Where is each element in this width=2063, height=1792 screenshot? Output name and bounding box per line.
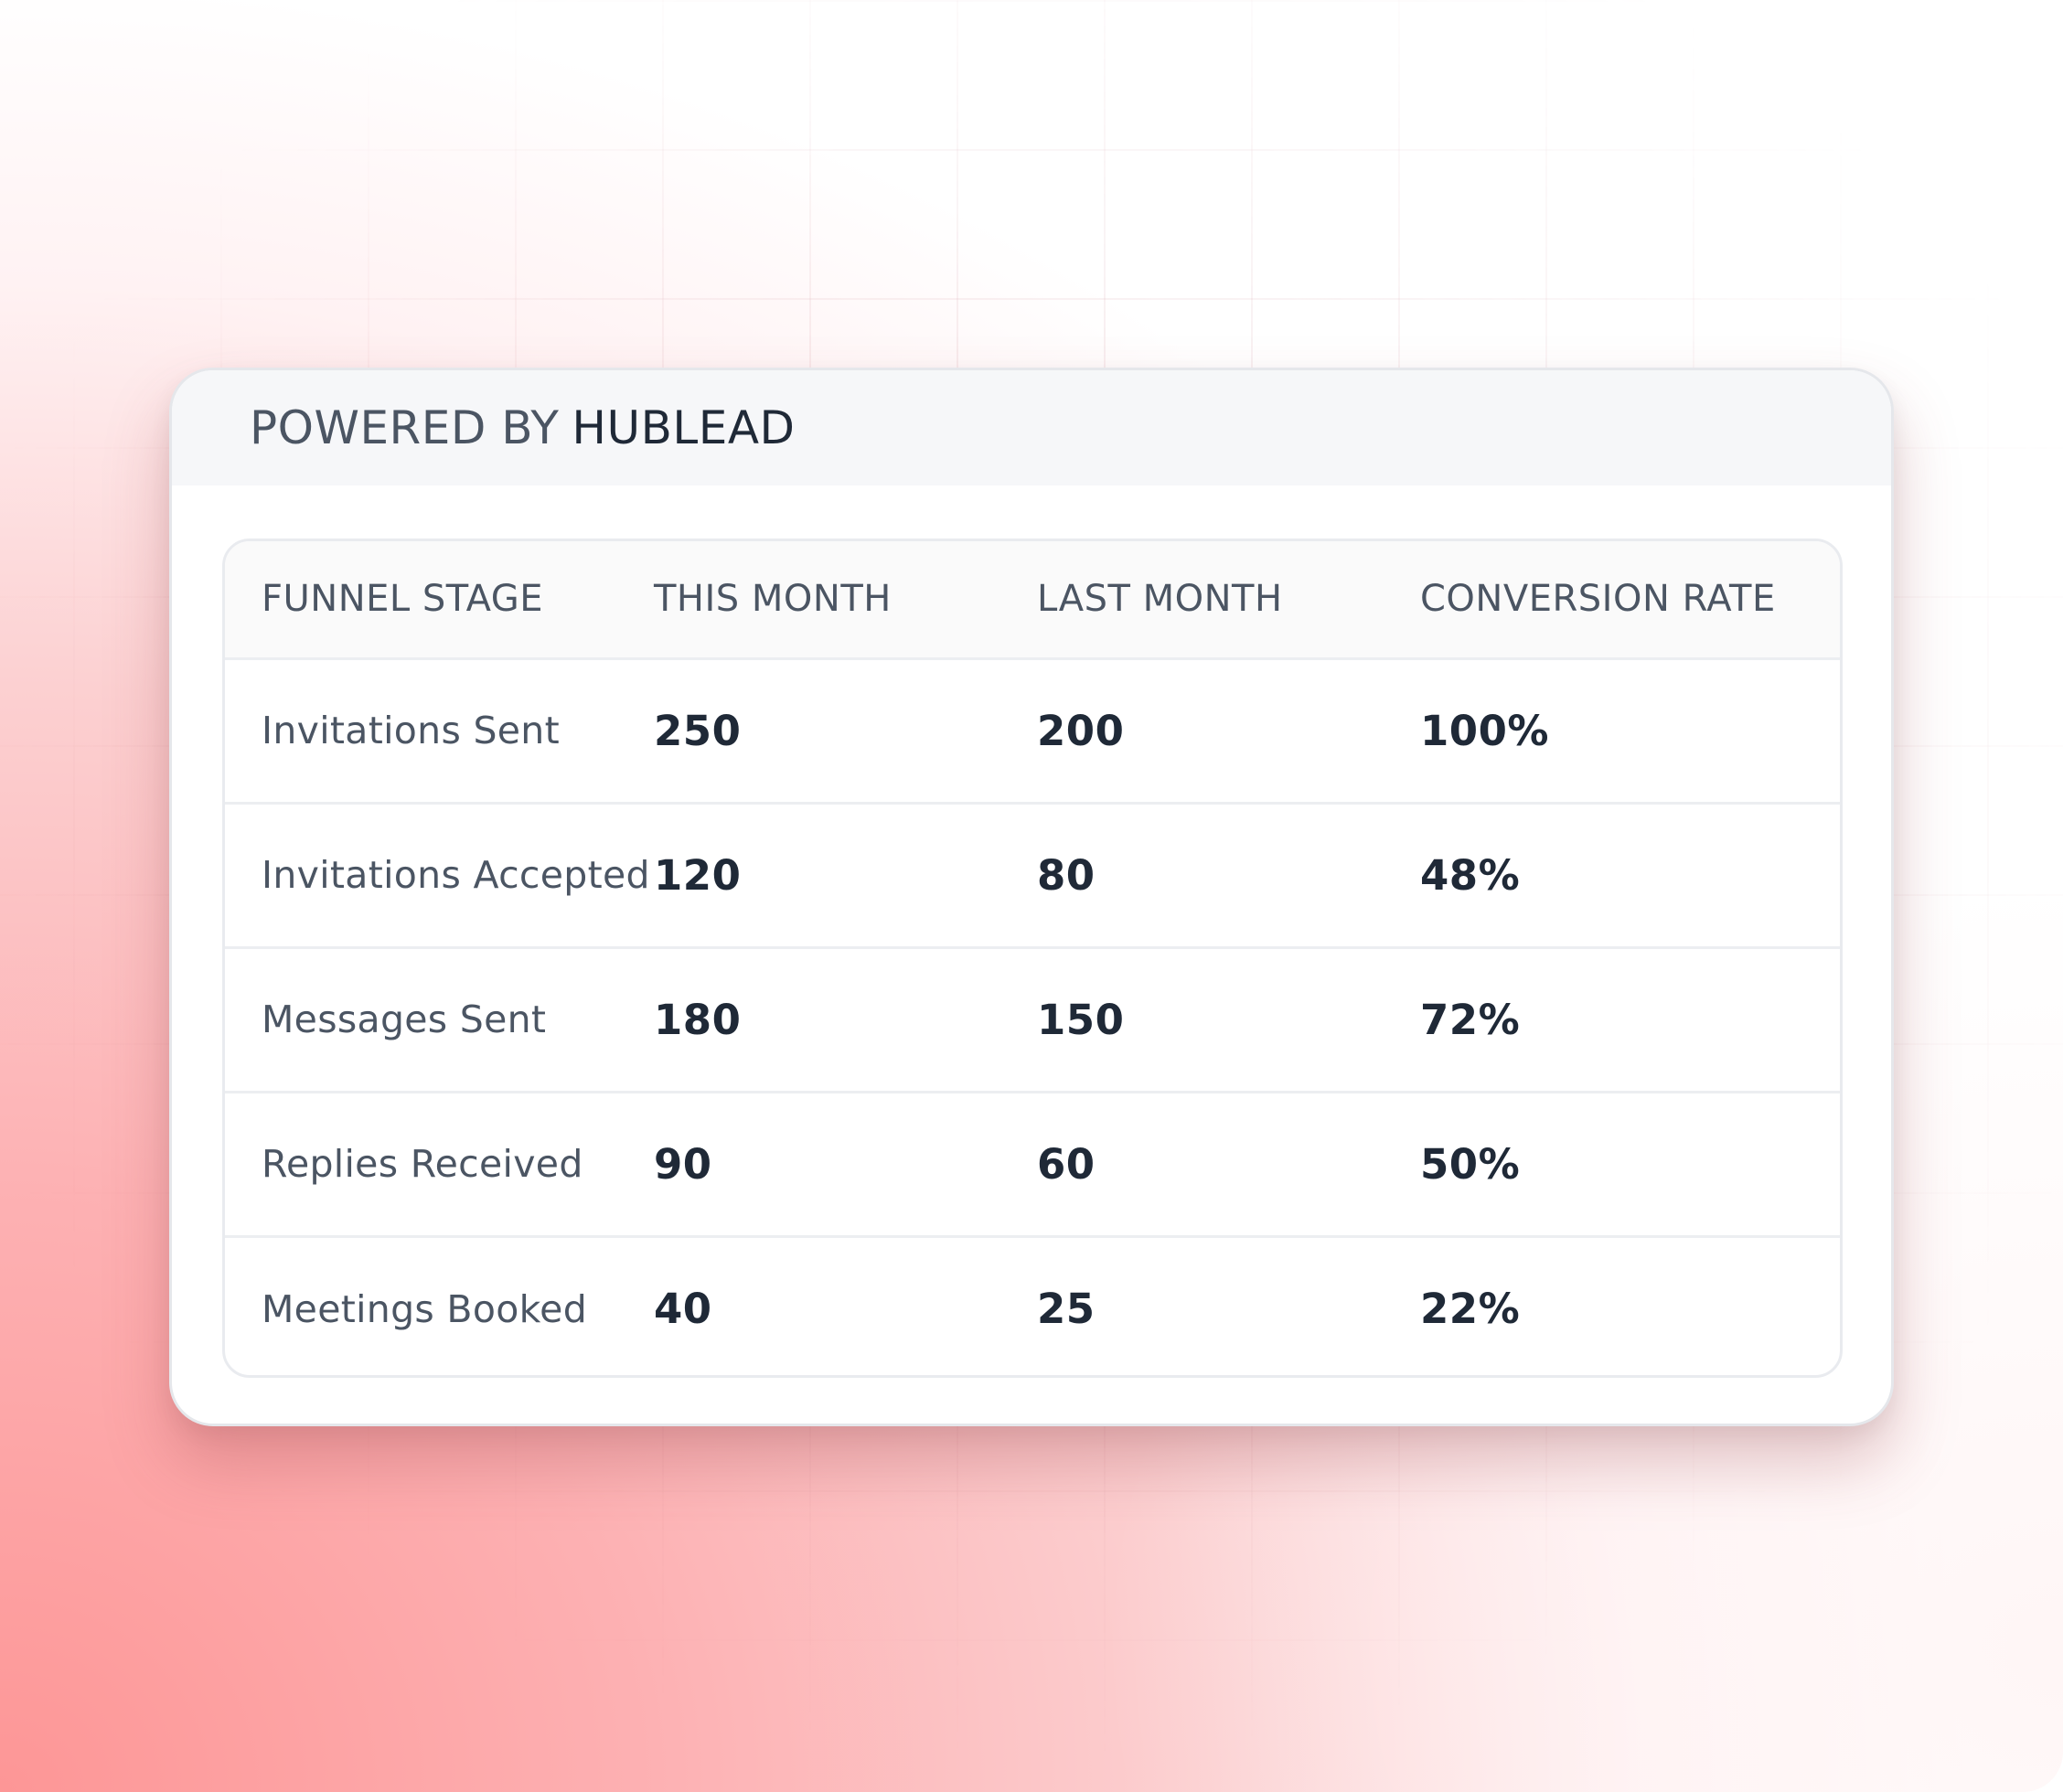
table-row: Replies Received 90 60 50% <box>225 1092 1840 1238</box>
cell-funnel-stage: Messages Sent <box>225 947 653 1093</box>
table-row: Meetings Booked 40 25 22% <box>225 1236 1840 1375</box>
cell-this-month: 180 <box>653 947 1036 1093</box>
cell-this-month: 120 <box>653 803 1036 949</box>
funnel-table-container: FUNNEL STAGE THIS MONTH LAST MONTH CONVE… <box>222 539 1843 1378</box>
column-header-last-month: LAST MONTH <box>1036 541 1419 660</box>
cell-last-month: 80 <box>1036 803 1419 949</box>
cell-last-month: 200 <box>1036 658 1419 805</box>
column-header-conversion-rate: CONVERSION RATE <box>1419 541 1840 660</box>
cell-conversion-rate: 48% <box>1419 803 1840 949</box>
table-row: Messages Sent 180 150 72% <box>225 947 1840 1093</box>
cell-conversion-rate: 22% <box>1420 1285 1521 1334</box>
funnel-table: FUNNEL STAGE THIS MONTH LAST MONTH CONVE… <box>225 541 1840 1375</box>
cell-conversion-rate: 100% <box>1419 658 1840 805</box>
cell-last-month: 60 <box>1036 1092 1419 1238</box>
table-header-row: FUNNEL STAGE THIS MONTH LAST MONTH CONVE… <box>225 541 1840 660</box>
brand-name: HUBLEAD <box>572 401 796 454</box>
card-header: POWERED BY HUBLEAD <box>172 370 1891 485</box>
card-body: FUNNEL STAGE THIS MONTH LAST MONTH CONVE… <box>172 485 1891 1378</box>
column-header-funnel-stage: FUNNEL STAGE <box>225 541 653 660</box>
cell-conversion-rate: 72% <box>1419 947 1840 1093</box>
cell-funnel-stage: Invitations Accepted <box>225 803 653 949</box>
funnel-card: POWERED BY HUBLEAD FUNNEL STAGE THIS MON… <box>169 368 1894 1426</box>
cell-funnel-stage: Replies Received <box>225 1092 653 1238</box>
column-header-this-month: THIS MONTH <box>653 541 1036 660</box>
cell-funnel-stage: Meetings Booked <box>262 1286 588 1331</box>
cell-this-month: 90 <box>653 1092 1036 1238</box>
cell-last-month: 150 <box>1036 947 1419 1093</box>
table-row: Invitations Accepted 120 80 48% <box>225 803 1840 949</box>
cell-last-month: 25 <box>1037 1285 1096 1334</box>
cell-this-month: 40 <box>654 1285 712 1334</box>
powered-by-label: POWERED BY <box>250 401 560 454</box>
cell-conversion-rate: 50% <box>1419 1092 1840 1238</box>
table-row: Invitations Sent 250 200 100% <box>225 658 1840 805</box>
cell-funnel-stage: Invitations Sent <box>225 658 653 805</box>
cell-this-month: 250 <box>653 658 1036 805</box>
